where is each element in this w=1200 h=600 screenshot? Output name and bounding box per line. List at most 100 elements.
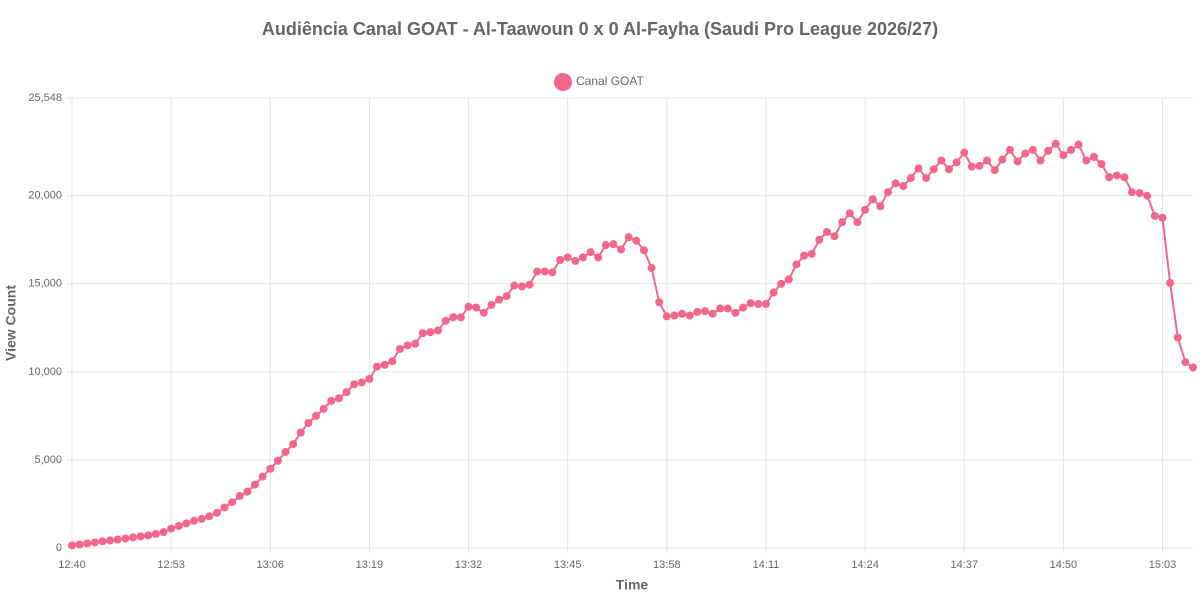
legend-label: Canal GOAT xyxy=(576,74,644,88)
data-point xyxy=(533,267,542,276)
data-point xyxy=(106,536,115,545)
data-point xyxy=(502,292,511,301)
data-point xyxy=(685,311,694,320)
data-point xyxy=(1158,213,1167,222)
data-point xyxy=(319,404,328,413)
data-point xyxy=(1097,160,1106,169)
data-point xyxy=(586,248,595,257)
data-point xyxy=(487,300,496,309)
data-point xyxy=(990,166,999,175)
data-point xyxy=(1173,333,1182,342)
data-point xyxy=(617,245,626,254)
legend-swatch xyxy=(554,73,572,91)
data-point xyxy=(1120,173,1129,182)
data-point xyxy=(800,251,809,260)
data-point xyxy=(1143,191,1152,200)
data-point xyxy=(845,209,854,218)
data-point xyxy=(807,249,816,258)
data-point xyxy=(456,313,465,322)
data-point xyxy=(1005,145,1014,154)
data-point xyxy=(121,534,130,543)
data-point xyxy=(403,341,412,350)
data-point xyxy=(273,456,282,465)
y-tick-label: 10,000 xyxy=(28,366,62,378)
data-point xyxy=(113,535,122,544)
data-point xyxy=(342,388,351,397)
x-tick-label: 14:24 xyxy=(851,559,879,571)
data-point xyxy=(258,472,267,481)
data-point xyxy=(769,288,778,297)
y-tick-label: 15,000 xyxy=(28,278,62,290)
data-point xyxy=(983,156,992,165)
x-tick-label: 13:32 xyxy=(455,559,483,571)
data-point xyxy=(1059,151,1068,160)
data-point xyxy=(350,380,359,389)
data-point xyxy=(98,537,107,546)
data-point xyxy=(1105,173,1114,182)
x-tick-label: 14:50 xyxy=(1050,559,1078,571)
data-point xyxy=(289,440,298,449)
data-point xyxy=(731,308,740,317)
data-point xyxy=(525,280,534,289)
data-point xyxy=(716,304,725,313)
x-tick-label: 13:19 xyxy=(356,559,384,571)
y-axis-title: View Count xyxy=(3,285,19,361)
data-point xyxy=(434,326,443,335)
data-point xyxy=(373,362,382,371)
data-point xyxy=(556,256,565,265)
data-point xyxy=(632,236,641,245)
data-point xyxy=(1082,156,1091,165)
data-point xyxy=(861,205,870,214)
data-point xyxy=(190,516,199,525)
data-point xyxy=(784,275,793,284)
data-point xyxy=(197,514,206,523)
data-point xyxy=(853,218,862,227)
data-point xyxy=(662,312,671,321)
data-point xyxy=(746,299,755,308)
data-point xyxy=(1021,149,1030,158)
data-point xyxy=(90,538,99,547)
data-point xyxy=(1127,188,1136,197)
data-point xyxy=(1112,171,1121,180)
data-point xyxy=(739,303,748,312)
data-point xyxy=(754,300,763,309)
data-point xyxy=(426,328,435,337)
data-point xyxy=(914,164,923,173)
data-point xyxy=(952,158,961,167)
data-point xyxy=(266,464,275,473)
data-point xyxy=(464,302,473,311)
data-point xyxy=(937,156,946,165)
data-point xyxy=(670,311,679,320)
data-point xyxy=(1181,358,1190,367)
data-point xyxy=(243,487,252,496)
x-tick-label: 13:06 xyxy=(257,559,285,571)
data-point xyxy=(1189,363,1197,372)
data-point xyxy=(495,295,504,304)
chart-title: Audiência Canal GOAT - Al-Taawoun 0 x 0 … xyxy=(262,19,938,39)
data-point xyxy=(998,155,1007,164)
x-tick-label: 15:03 xyxy=(1149,559,1177,571)
data-point xyxy=(441,316,450,325)
data-point xyxy=(624,233,633,242)
data-point xyxy=(296,428,305,437)
data-point xyxy=(883,188,892,197)
data-point xyxy=(777,279,786,288)
data-point xyxy=(174,521,183,530)
data-point xyxy=(365,374,374,383)
data-point xyxy=(922,174,931,183)
data-point xyxy=(1074,140,1083,149)
data-point xyxy=(228,498,237,507)
data-point xyxy=(967,162,976,171)
data-point xyxy=(235,492,244,501)
data-point xyxy=(479,308,488,317)
data-point xyxy=(1066,145,1075,154)
data-point xyxy=(304,418,313,427)
data-point xyxy=(129,533,138,542)
data-point xyxy=(68,541,76,550)
data-point xyxy=(975,161,984,170)
data-point xyxy=(144,531,153,540)
y-tick-label: 25,548 xyxy=(28,92,62,104)
data-point xyxy=(167,524,176,533)
data-point xyxy=(1028,145,1037,154)
data-point xyxy=(136,532,145,541)
